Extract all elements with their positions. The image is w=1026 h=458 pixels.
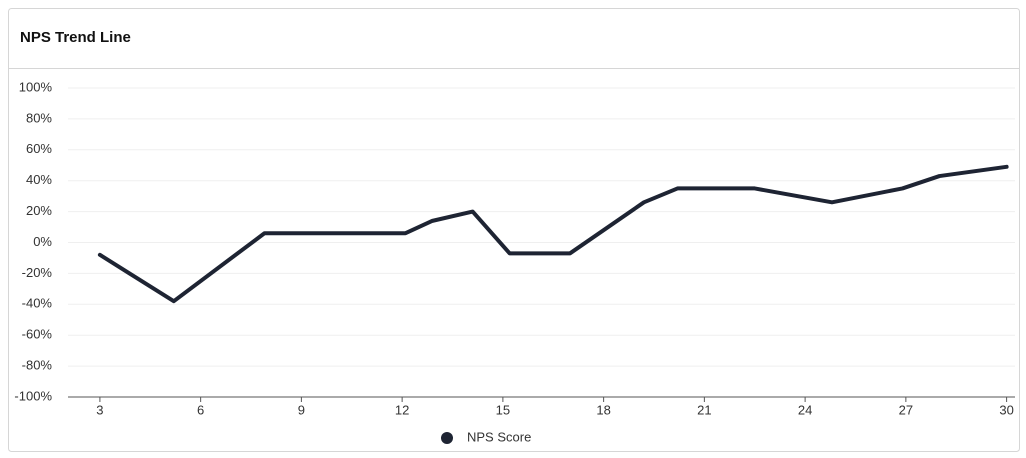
x-tick-label: 18 (596, 402, 610, 417)
legend-marker (441, 432, 453, 444)
y-tick-label: 60% (26, 141, 52, 156)
x-tick-label: 27 (899, 402, 913, 417)
y-tick-label: -40% (22, 296, 53, 311)
y-tick-label: -80% (22, 358, 53, 373)
x-tick-label: 6 (197, 402, 204, 417)
y-tick-label: -20% (22, 265, 53, 280)
y-tick-label: 0% (33, 234, 52, 249)
x-tick-label: 9 (298, 402, 305, 417)
y-tick-label: -60% (22, 327, 53, 342)
y-tick-label: 20% (26, 203, 52, 218)
line-series (97, 164, 1009, 304)
x-tick-label: 30 (999, 402, 1013, 417)
y-tick-label: -100% (14, 388, 52, 403)
y-tick-label: 80% (26, 110, 52, 125)
y-tick-label: 100% (19, 79, 53, 94)
x-tick-label: 12 (395, 402, 409, 417)
y-tick-label: 40% (26, 172, 52, 187)
chart-title: NPS Trend Line (20, 29, 131, 46)
x-tick-label: 3 (96, 402, 103, 417)
x-tick-label: 24 (798, 402, 812, 417)
x-tick-label: 21 (697, 402, 711, 417)
x-tick-label: 15 (496, 402, 510, 417)
card (8, 8, 1020, 452)
legend-label: NPS Score (467, 429, 531, 444)
